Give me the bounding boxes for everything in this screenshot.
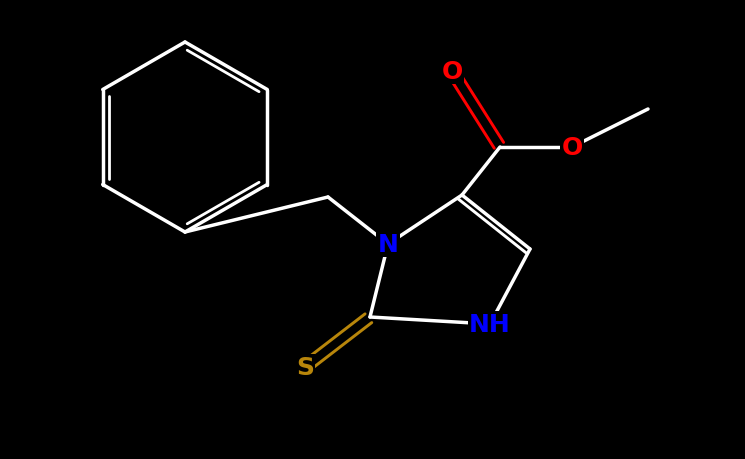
Text: S: S	[296, 355, 314, 379]
Text: O: O	[441, 60, 463, 84]
Text: NH: NH	[469, 312, 511, 336]
Text: O: O	[562, 136, 583, 160]
Text: N: N	[378, 233, 399, 257]
